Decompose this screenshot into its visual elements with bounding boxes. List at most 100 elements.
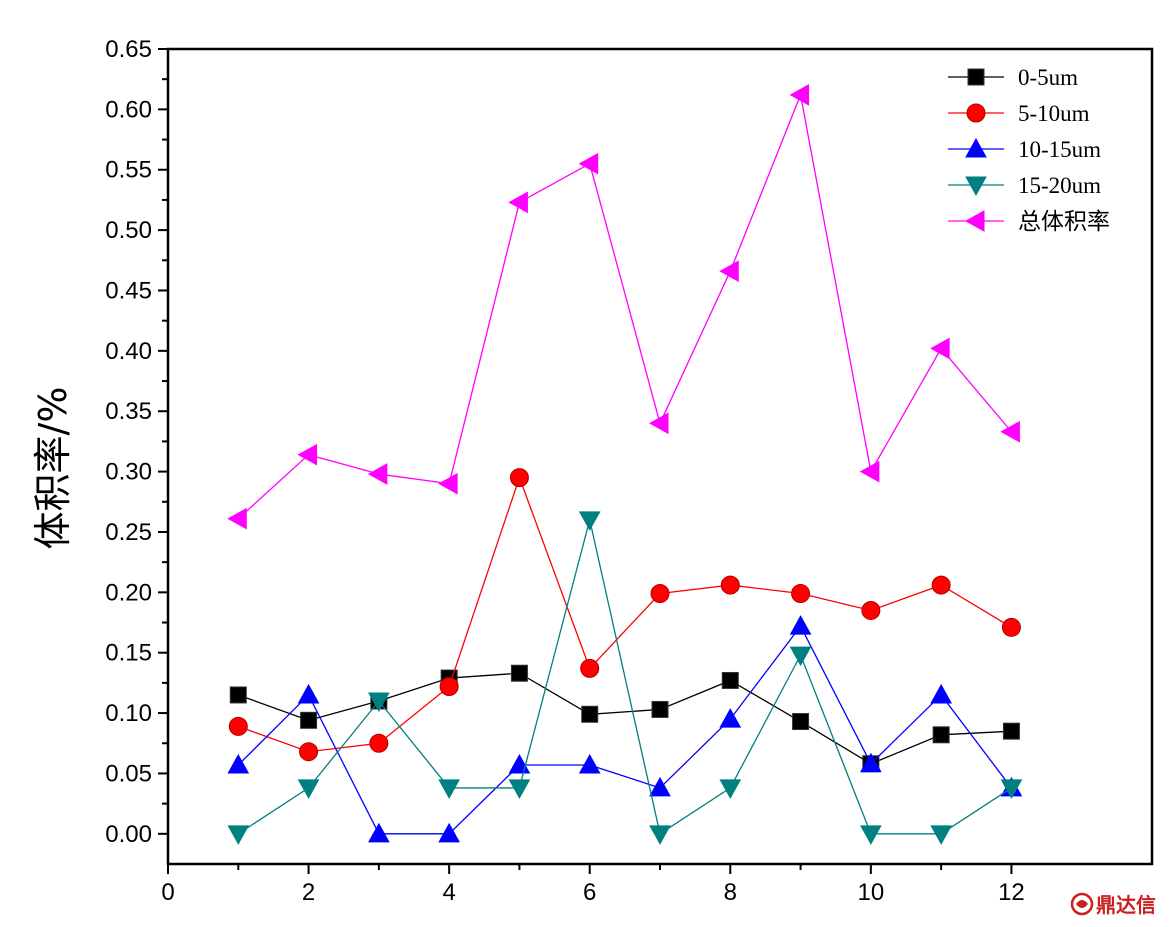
watermark-logo-icon <box>1070 892 1094 916</box>
y-tick-label: 0.30 <box>105 459 152 486</box>
data-point <box>297 779 320 799</box>
legend-marker <box>965 137 987 158</box>
data-point <box>720 575 740 595</box>
x-tick-label: 4 <box>442 879 455 906</box>
legend-marker <box>966 103 986 123</box>
data-point <box>792 713 810 731</box>
data-point <box>578 152 599 175</box>
data-point <box>789 84 810 106</box>
data-point <box>438 822 460 843</box>
data-point <box>227 825 250 845</box>
data-point <box>229 686 247 704</box>
y-tick-label: 0.00 <box>105 821 152 848</box>
series-3 <box>227 615 1023 843</box>
series-line <box>237 624 1012 835</box>
legend-marker <box>967 68 985 86</box>
data-point <box>791 584 811 604</box>
data-point <box>930 825 952 845</box>
data-point <box>508 753 531 774</box>
y-tick-label: 0.50 <box>105 217 152 244</box>
series-2 <box>228 468 1021 762</box>
legend-entry: 总体积率 <box>948 209 1110 234</box>
legend-label: 0-5um <box>1018 65 1078 90</box>
y-tick-label: 0.10 <box>105 700 152 727</box>
y-tick-label: 0.40 <box>105 338 152 365</box>
data-point <box>860 825 882 845</box>
y-tick-label: 0.05 <box>105 760 152 787</box>
data-point <box>1002 722 1020 740</box>
data-point <box>719 708 742 728</box>
x-tick-label: 0 <box>161 879 174 906</box>
data-point <box>860 752 882 773</box>
x-tick-label: 8 <box>724 879 737 906</box>
data-point <box>1000 420 1020 443</box>
data-point <box>649 825 671 845</box>
watermark-text: 鼎达信 <box>1096 893 1156 917</box>
series-line <box>238 672 1012 765</box>
data-point <box>1000 779 1023 799</box>
y-tick-label: 0.45 <box>105 277 152 304</box>
data-point <box>438 472 458 495</box>
data-point <box>509 468 529 488</box>
data-point <box>580 658 600 678</box>
series-line <box>237 92 1012 520</box>
data-point <box>300 711 318 729</box>
data-point <box>578 511 601 531</box>
data-point <box>439 677 459 697</box>
watermark-logo-mark <box>1076 900 1088 908</box>
y-tick-label: 0.25 <box>105 519 152 546</box>
data-point <box>789 615 812 635</box>
legend-label: 5-10um <box>1018 101 1090 126</box>
data-point <box>297 443 318 466</box>
legend-label: 10-15um <box>1018 137 1101 162</box>
data-point <box>930 337 950 360</box>
data-point <box>721 671 739 689</box>
data-point <box>367 463 388 485</box>
series-layer <box>227 84 1023 845</box>
data-point <box>299 742 319 762</box>
data-point <box>719 779 742 799</box>
data-point <box>297 683 320 704</box>
series-line <box>237 519 1012 835</box>
data-point <box>789 646 812 667</box>
legend: 0-5um 5-10um 10-15um 15-20um 总体积率 <box>948 65 1110 234</box>
data-point <box>508 779 531 799</box>
y-tick-label: 0.55 <box>105 157 152 184</box>
y-tick-label: 0.60 <box>105 96 152 123</box>
legend-entry: 10-15um <box>948 137 1101 162</box>
data-point <box>1001 617 1021 637</box>
y-axis-title: 体积率/% <box>31 387 75 550</box>
data-point <box>510 664 528 682</box>
legend-label: 总体积率 <box>1018 209 1110 234</box>
legend-entry: 0-5um <box>948 65 1078 90</box>
data-point <box>228 716 248 736</box>
data-point <box>369 733 389 753</box>
data-point <box>861 600 881 620</box>
legend-entry: 5-10um <box>948 101 1090 126</box>
legend-marker <box>965 176 987 197</box>
x-tick-label: 6 <box>583 879 596 906</box>
series-5 <box>227 84 1020 530</box>
series-4 <box>227 511 1023 845</box>
data-point <box>931 575 951 595</box>
data-point <box>650 584 670 604</box>
data-point <box>438 779 460 799</box>
y-tick-label: 0.20 <box>105 579 152 606</box>
y-axis: 0.00 0.05 0.10 0.15 0.20 0.25 0.30 0.35 0.40 0.45… <box>105 36 168 848</box>
x-axis: 0 2 4 6 8 10 12 <box>161 864 1025 906</box>
series-line <box>238 475 1012 753</box>
data-point <box>578 753 601 774</box>
data-point <box>368 692 390 713</box>
data-point <box>649 776 671 797</box>
legend-label: 15-20um <box>1018 173 1101 198</box>
data-point <box>648 412 669 435</box>
data-point <box>227 507 247 530</box>
legend-marker <box>964 210 985 232</box>
data-point <box>859 460 880 483</box>
x-tick-label: 10 <box>858 879 885 906</box>
data-point <box>719 260 739 283</box>
data-point <box>227 753 250 774</box>
y-tick-label: 0.65 <box>105 36 152 63</box>
y-tick-label: 0.35 <box>105 398 152 425</box>
